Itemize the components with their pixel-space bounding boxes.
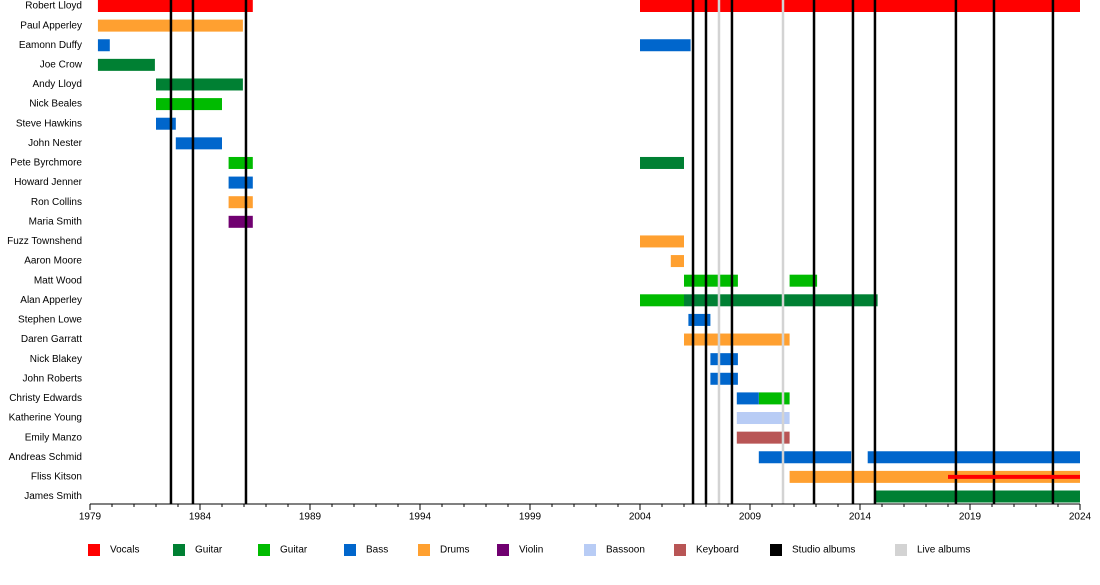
member-bar (789, 470, 1080, 483)
member-name: Katherine Young (9, 413, 82, 424)
legend-label: Guitar (280, 545, 308, 556)
member-name: John Nester (28, 138, 83, 149)
member-bar (640, 0, 1080, 12)
member-name: Alan Apperley (20, 295, 82, 306)
x-tick-label: 2014 (849, 512, 872, 523)
x-tick-label: 2009 (739, 512, 762, 523)
member-name: Emily Manzo (25, 432, 83, 443)
member-name: Fliss Kitson (31, 472, 82, 483)
legend-swatch (258, 544, 270, 556)
member-bar (640, 156, 684, 169)
x-tick-label: 1984 (189, 512, 212, 523)
member-name: Ron Collins (31, 197, 82, 208)
member-bar (228, 215, 253, 228)
member-bar (97, 39, 110, 52)
member-name: Maria Smith (29, 216, 82, 227)
member-bar (228, 196, 253, 209)
member-bar (156, 78, 243, 91)
member-bar (736, 412, 790, 425)
legend-label: Vocals (110, 545, 139, 556)
member-bar (736, 431, 790, 444)
x-tick-label: 2004 (629, 512, 652, 523)
member-bar (867, 451, 1080, 464)
legend-label: Bassoon (606, 545, 645, 556)
member-bar (640, 235, 684, 248)
member-bar (175, 137, 222, 150)
member-bar (228, 156, 253, 169)
legend-label: Bass (366, 545, 388, 556)
member-name: Andreas Schmid (9, 452, 82, 463)
member-name: Paul Apperley (20, 20, 82, 31)
legend-label: Studio albums (792, 545, 855, 556)
legend-label: Drums (440, 545, 469, 556)
member-name: Stephen Lowe (18, 315, 82, 326)
x-tick-label: 1999 (519, 512, 542, 523)
member-name: Christy Edwards (9, 393, 82, 404)
member-name: Steve Hawkins (16, 118, 82, 129)
member-bar (156, 98, 222, 111)
member-name: Eamonn Duffy (19, 40, 82, 51)
member-bar (789, 274, 818, 287)
legend-swatch (770, 544, 782, 556)
x-tick-label: 1994 (409, 512, 432, 523)
legend-swatch (418, 544, 430, 556)
member-bar (97, 0, 253, 12)
member-name: Howard Jenner (14, 177, 82, 188)
legend-swatch (344, 544, 356, 556)
member-bar (758, 451, 852, 464)
member-bar-secondary (948, 474, 1080, 479)
member-name: Fuzz Townshend (7, 236, 82, 247)
member-name: James Smith (24, 491, 82, 502)
x-tick-label: 2024 (1069, 512, 1092, 523)
member-name: Joe Crow (40, 60, 83, 71)
member-bar (758, 392, 790, 405)
legend-label: Keyboard (696, 545, 739, 556)
member-bar (156, 117, 176, 130)
member-name: Daren Garratt (21, 334, 82, 345)
member-name: John Roberts (23, 373, 82, 384)
member-name: Aaron Moore (24, 256, 82, 267)
x-tick-label: 1989 (299, 512, 322, 523)
member-name: Matt Wood (34, 275, 82, 286)
legend-swatch (674, 544, 686, 556)
legend-swatch (895, 544, 907, 556)
member-name: Andy Lloyd (33, 79, 82, 90)
member-bar (710, 372, 738, 385)
member-bar (736, 392, 759, 405)
member-bar (684, 294, 878, 307)
member-bar (684, 274, 738, 287)
member-bar (97, 58, 155, 71)
member-bar (875, 490, 1080, 503)
legend-label: Violin (519, 545, 543, 556)
legend-label: Guitar (195, 545, 223, 556)
member-name: Pete Byrchmore (10, 158, 82, 169)
member-bar (684, 333, 790, 346)
legend-swatch (584, 544, 596, 556)
legend-swatch (497, 544, 509, 556)
member-bar (228, 176, 253, 189)
member-bar (710, 353, 738, 366)
member-name: Nick Blakey (30, 354, 82, 365)
member-bar (640, 39, 691, 52)
legend-label: Live albums (917, 545, 970, 556)
legend-swatch (88, 544, 100, 556)
x-tick-label: 1979 (79, 512, 102, 523)
x-tick-label: 2019 (959, 512, 982, 523)
legend-swatch (173, 544, 185, 556)
member-name: Robert Lloyd (25, 1, 82, 12)
member-bar (670, 255, 684, 268)
member-bar (640, 294, 684, 307)
member-name: Nick Beales (29, 99, 82, 110)
